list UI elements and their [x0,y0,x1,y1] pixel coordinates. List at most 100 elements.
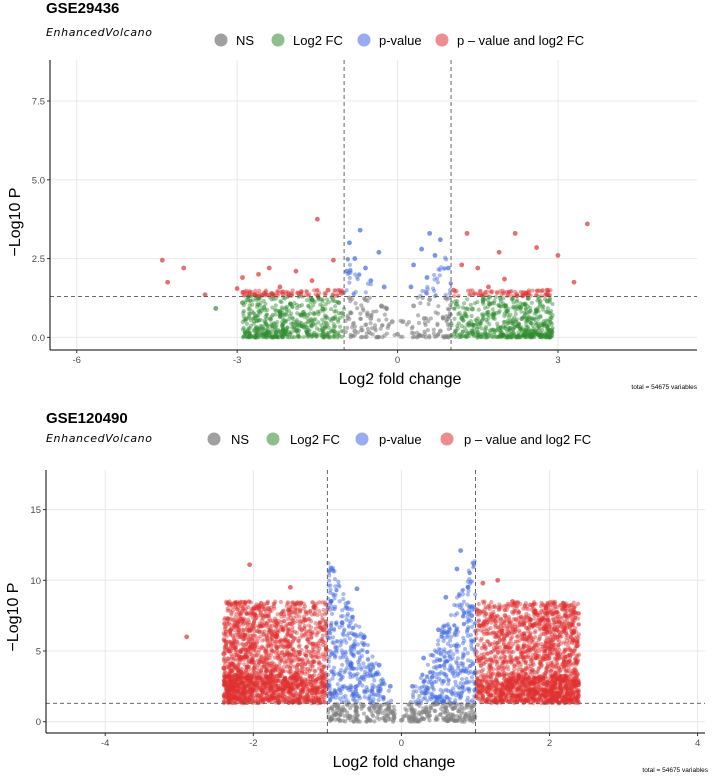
cloud-point [492,329,497,335]
cloud-point [494,290,499,295]
cloud-point [490,335,496,340]
cloud-point [261,334,266,339]
cloud-point [502,325,507,331]
cloud-point [307,311,313,316]
cloud-point [273,308,278,313]
cloud-point [535,321,540,326]
cloud-point [310,319,315,324]
cloud-point [281,619,286,624]
cloud-point [274,334,280,340]
cloud-point [467,322,472,328]
cloud-point [490,289,495,294]
cloud-point [498,289,503,294]
cloud-point [439,265,444,270]
cloud-point [275,293,280,298]
data-point [357,227,363,233]
cloud-point [332,329,337,334]
cloud-point [315,309,320,314]
cloud-point [318,297,323,302]
cloud-point [486,315,491,321]
cloud-point [244,288,249,293]
cloud-point [548,320,554,325]
data-point [344,268,350,274]
cloud-point [434,276,440,281]
cloud-point [465,633,471,639]
cloud-point [345,325,350,330]
cloud-point [490,327,495,333]
cloud-point [505,335,510,340]
cloud-point [254,304,260,309]
cloud-point [548,311,553,316]
cloud-point [312,612,317,617]
cloud-point [265,329,270,334]
cloud-point [523,301,528,306]
data-point [523,290,529,296]
data-point [459,262,465,268]
cloud-point [283,291,289,296]
cloud-point [306,332,311,337]
cloud-point [287,335,292,340]
cloud-point [523,319,529,324]
cloud-point [515,633,520,639]
cloud-point [329,307,334,312]
cloud-point [507,326,512,331]
cloud-point [523,306,528,311]
cloud-point [332,332,337,337]
cloud-point [275,288,280,293]
cloud-point [306,328,311,333]
cloud-point [253,332,258,338]
cloud-point [344,288,349,293]
cloud-point [253,315,258,320]
cloud-point [281,325,286,330]
cloud-point [322,333,327,338]
cloud-point [315,288,320,293]
data-point [512,230,518,236]
cloud-point [504,290,509,295]
cloud-point [498,331,503,336]
cloud-point [519,327,524,333]
cloud-point [524,331,529,337]
cloud-point [263,333,268,338]
cloud-point [368,321,373,326]
data-point [486,284,491,290]
cloud-point [275,327,280,333]
cloud-point [375,715,380,720]
cloud-point [258,300,263,306]
cloud-point [355,671,360,676]
cloud-point [514,317,519,322]
cloud-point [286,308,291,313]
cloud-point [530,288,535,293]
data-point [502,276,507,282]
cloud-point [376,697,381,703]
cloud-point [497,334,502,339]
data-point [325,287,331,293]
cloud-point [279,332,284,337]
cloud-point [305,316,310,321]
data-point [159,257,165,263]
cloud-point [263,322,268,327]
cloud-point [467,330,472,335]
cloud-point [294,327,299,332]
cloud-point [415,313,421,318]
cloud-point [283,659,288,664]
cloud-point [348,332,353,338]
data-point [298,289,304,295]
cloud-point [305,657,310,662]
cloud-point [536,294,541,299]
cloud-point [273,296,278,301]
cloud-point [538,289,543,294]
cloud-point [345,633,350,638]
cloud-point [347,280,352,285]
cloud-point [341,591,346,597]
cloud-point [538,332,543,338]
gridlines [50,60,697,350]
cloud-point [322,291,327,296]
cloud-point [540,332,545,338]
cloud-point [531,329,536,334]
cloud-point [547,320,553,325]
cloud-point [501,320,506,325]
cloud-point [426,319,431,324]
cloud-point [458,681,463,686]
cloud-point [511,304,516,310]
cloud-point [366,657,371,663]
